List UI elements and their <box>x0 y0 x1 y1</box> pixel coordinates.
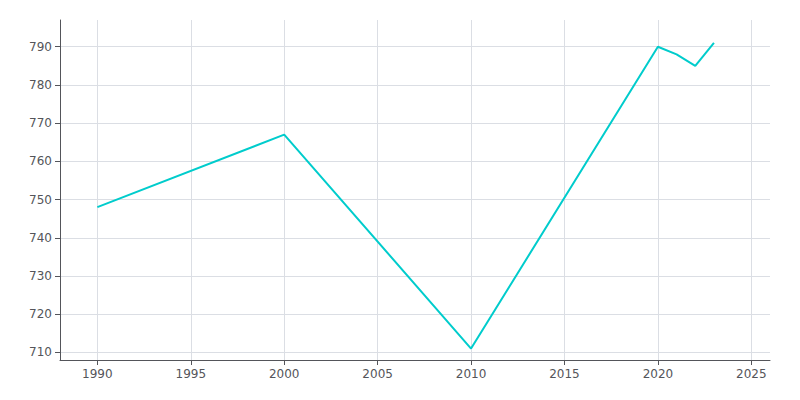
svg-text:2015: 2015 <box>549 367 580 381</box>
svg-text:2005: 2005 <box>362 367 393 381</box>
svg-text:2010: 2010 <box>456 367 487 381</box>
svg-text:1990: 1990 <box>82 367 113 381</box>
svg-text:2025: 2025 <box>736 367 767 381</box>
svg-text:1995: 1995 <box>176 367 207 381</box>
svg-text:770: 770 <box>29 116 52 130</box>
svg-text:710: 710 <box>29 345 52 359</box>
svg-text:790: 790 <box>29 40 52 54</box>
svg-text:760: 760 <box>29 154 52 168</box>
svg-text:780: 780 <box>29 78 52 92</box>
svg-text:740: 740 <box>29 231 52 245</box>
svg-text:2020: 2020 <box>643 367 674 381</box>
svg-text:750: 750 <box>29 193 52 207</box>
svg-text:2000: 2000 <box>269 367 300 381</box>
svg-text:720: 720 <box>29 307 52 321</box>
svg-text:730: 730 <box>29 269 52 283</box>
